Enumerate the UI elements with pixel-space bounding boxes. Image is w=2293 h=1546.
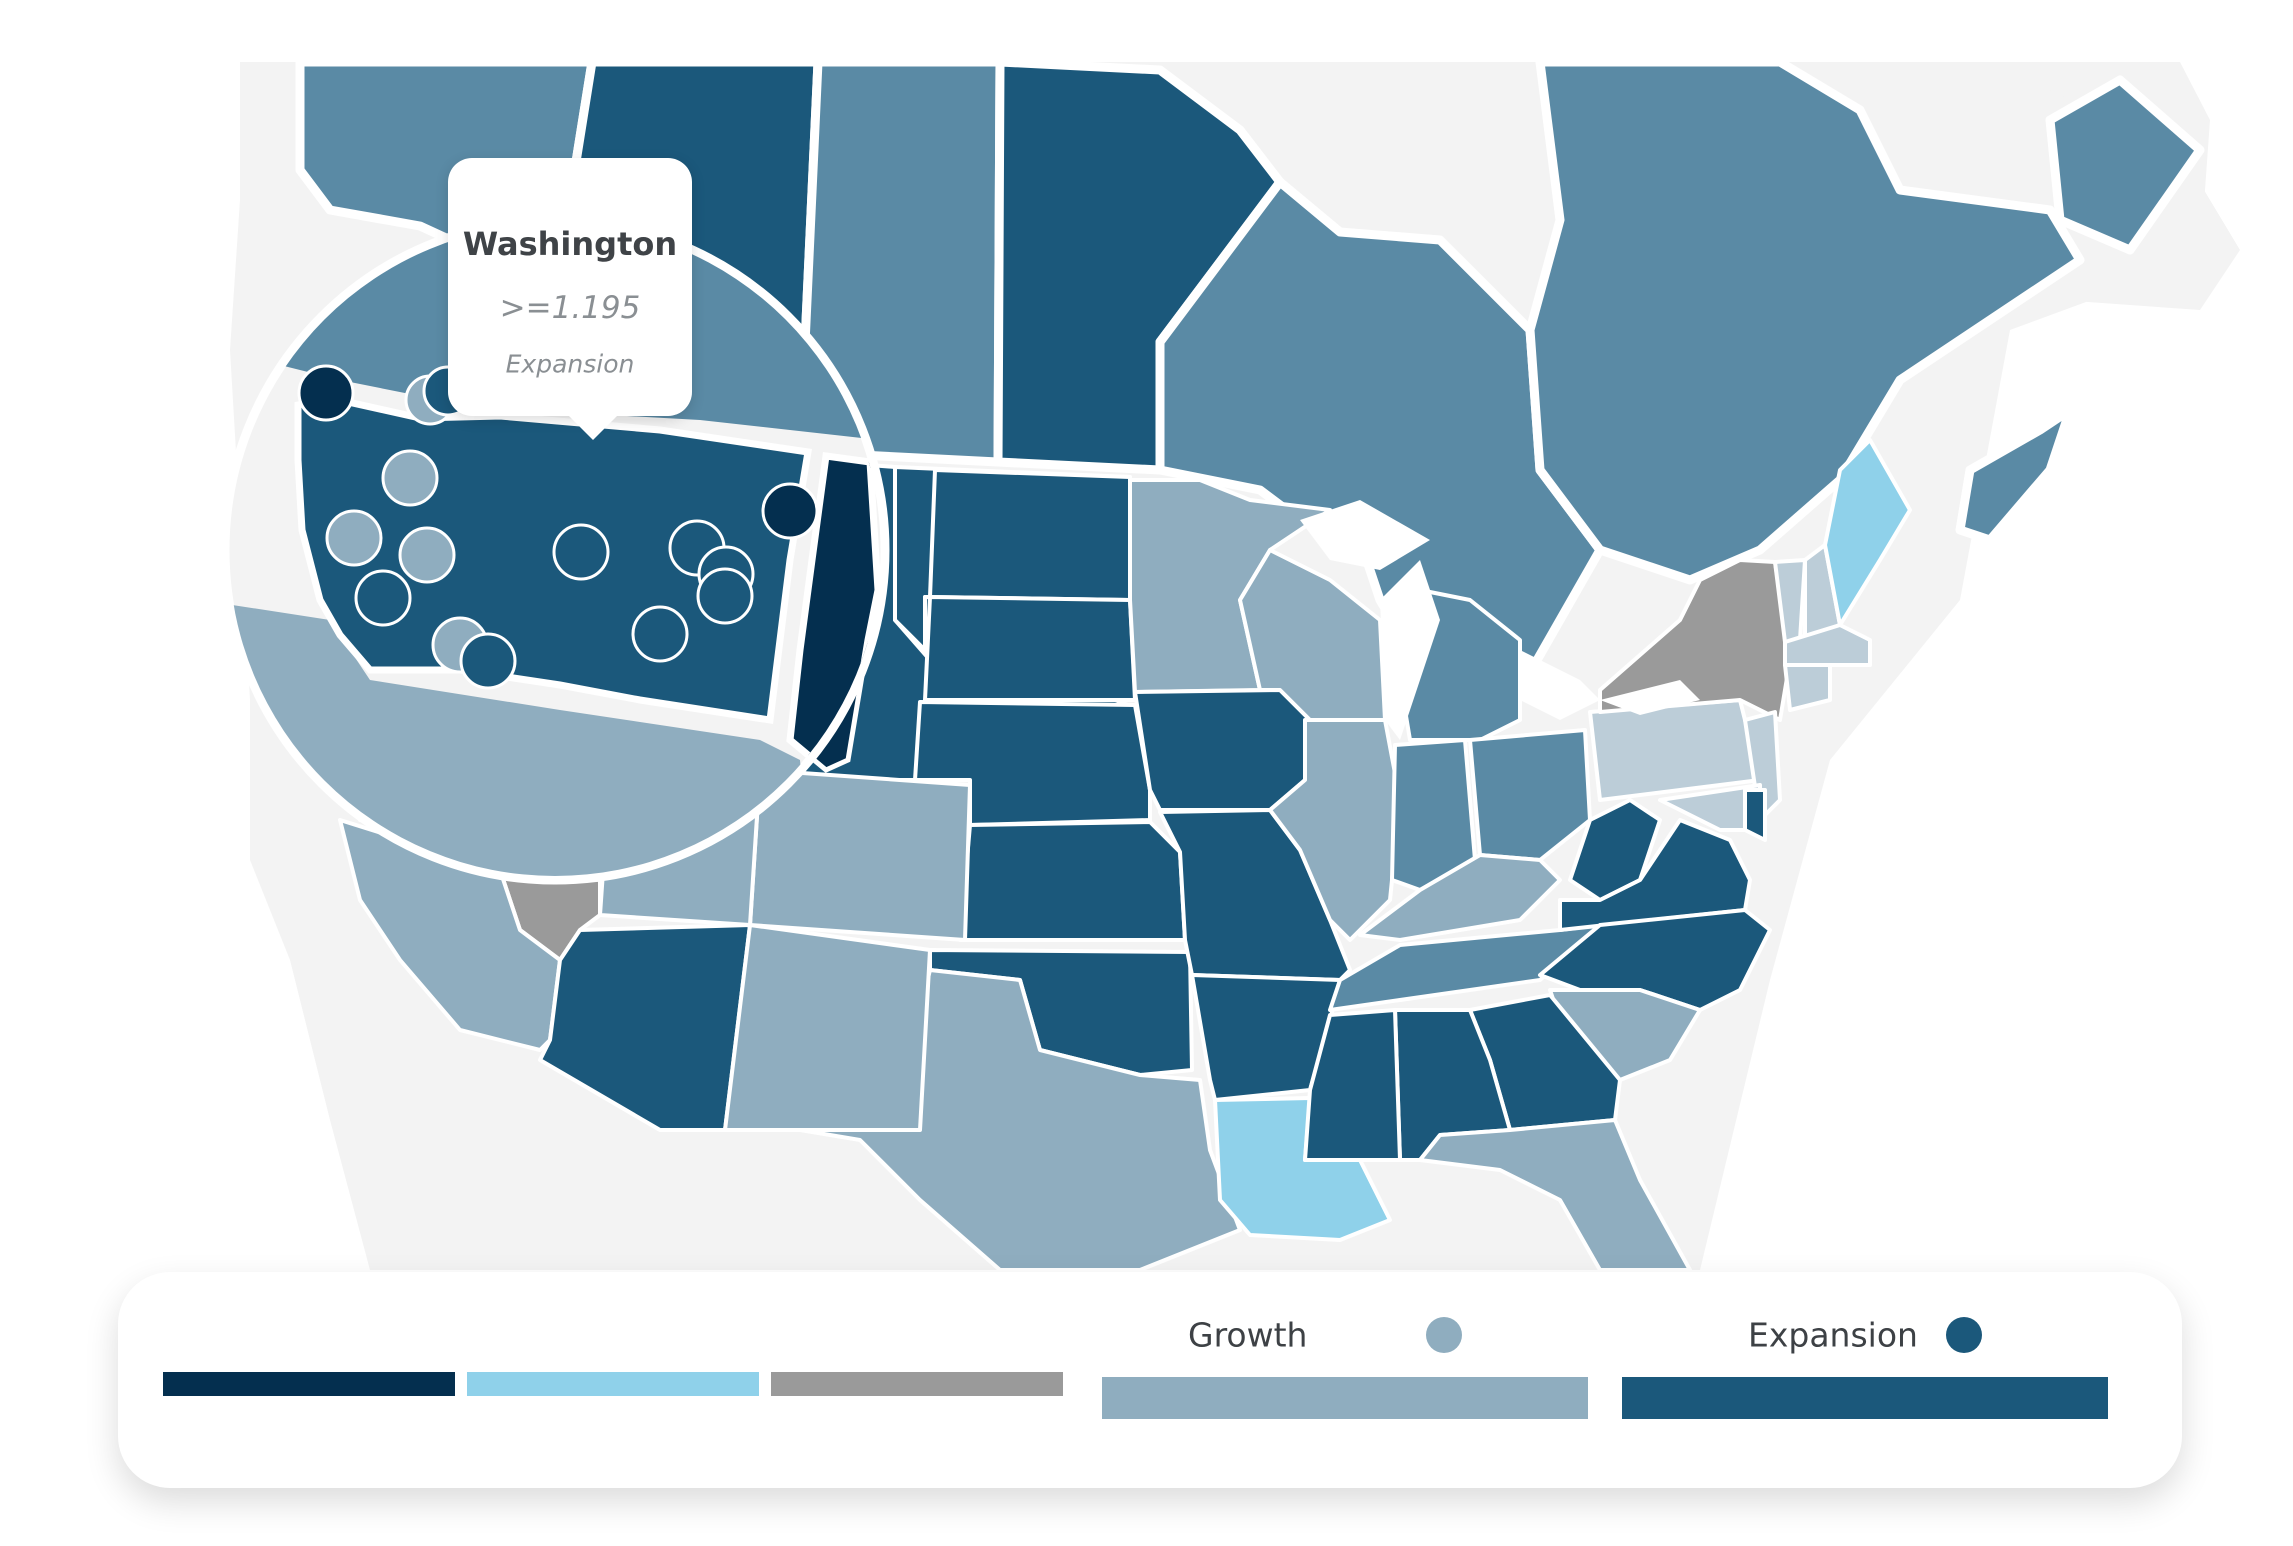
state-maine	[1823, 438, 1912, 627]
expansion-circle-icon	[1946, 1317, 1982, 1353]
expansion-circle-icon[interactable]	[696, 567, 754, 625]
growth-circle-icon[interactable]	[325, 509, 383, 567]
legend-swatch-dark[interactable]	[163, 1372, 455, 1396]
tooltip-box	[448, 158, 692, 416]
state-california	[338, 818, 562, 1052]
state-pennsylvania	[1588, 698, 1762, 802]
great-lakes	[1300, 500, 1700, 740]
legend-swatch-light-blue[interactable]	[467, 1372, 759, 1396]
expansion-circle-icon[interactable]	[761, 482, 819, 540]
legend-expansion-label: Expansion	[1748, 1315, 1918, 1355]
state-kansas	[958, 820, 1187, 942]
region-newfoundland	[2045, 75, 2205, 255]
state-connecticut	[1783, 663, 1832, 712]
legend-growth-label: Growth	[1188, 1315, 1308, 1355]
tooltip-pointer	[547, 394, 639, 440]
region-tooltip: Washington >=1.195 Expansion	[448, 158, 692, 440]
tooltip-value: >=1.195	[499, 290, 641, 326]
state-massachusetts	[1783, 623, 1872, 667]
region-new-brunswick	[1955, 405, 2075, 545]
growth-circle-icon[interactable]	[398, 526, 456, 584]
tooltip-title: Washington	[462, 225, 678, 263]
state-iowa	[1133, 688, 1312, 812]
growth-circle-icon	[1426, 1317, 1462, 1353]
state-ohio	[1468, 728, 1592, 862]
expansion-circle-icon[interactable]	[297, 364, 355, 422]
expansion-circle-icon[interactable]	[354, 569, 412, 627]
lens-oregon-area	[229, 600, 820, 876]
legend-swatch-gray[interactable]	[771, 1372, 1063, 1396]
legend-swatch-expansion[interactable]	[1622, 1377, 2108, 1419]
state-colorado	[748, 768, 972, 942]
state-mississippi	[1303, 1008, 1402, 1162]
growth-circle-icon[interactable]	[381, 449, 439, 507]
state-new-mexico	[723, 923, 932, 1132]
state-illinois	[1268, 718, 1402, 942]
washington-markers	[297, 364, 819, 690]
legend-swatch-growth[interactable]	[1102, 1377, 1588, 1419]
state-north-dakota	[928, 468, 1132, 602]
state-kentucky	[1358, 853, 1562, 942]
expansion-circle-icon[interactable]	[552, 523, 610, 581]
expansion-circle-icon[interactable]	[459, 632, 517, 690]
state-south-dakota	[923, 595, 1137, 702]
expansion-circle-icon[interactable]	[631, 605, 689, 663]
tooltip-category: Expansion	[505, 349, 635, 379]
state-florida	[1418, 1118, 1692, 1272]
legend-card: Growth Expansion	[118, 1272, 2182, 1488]
state-delaware	[1743, 788, 1767, 842]
